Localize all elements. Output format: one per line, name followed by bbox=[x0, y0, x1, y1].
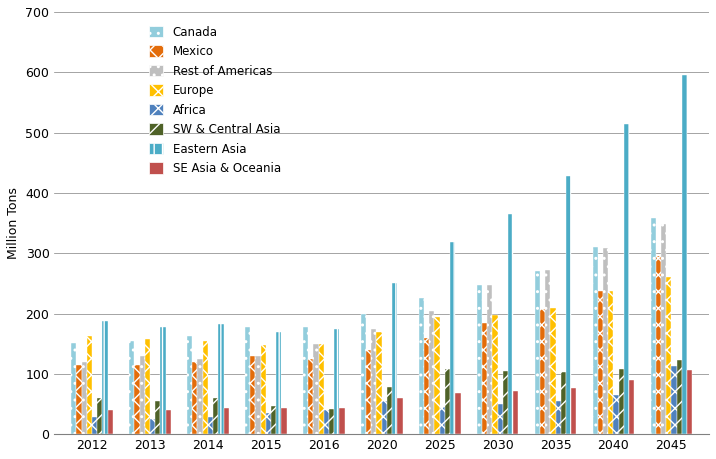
Bar bbox=[165, 410, 171, 434]
Bar bbox=[387, 387, 392, 434]
Bar bbox=[223, 408, 228, 434]
Bar bbox=[271, 406, 276, 434]
Bar bbox=[334, 329, 339, 434]
Bar bbox=[419, 298, 424, 434]
Bar bbox=[513, 391, 518, 434]
Bar bbox=[160, 327, 165, 434]
Bar bbox=[261, 345, 266, 434]
Bar bbox=[603, 248, 609, 434]
Bar bbox=[82, 362, 87, 434]
Bar bbox=[102, 321, 107, 434]
Bar bbox=[77, 365, 82, 434]
Bar bbox=[609, 291, 614, 434]
Bar bbox=[503, 371, 508, 434]
Bar bbox=[339, 408, 344, 434]
Bar bbox=[87, 336, 92, 434]
Bar bbox=[256, 356, 261, 434]
Bar bbox=[135, 365, 140, 434]
Bar bbox=[624, 123, 629, 434]
Bar bbox=[651, 218, 656, 434]
Bar bbox=[145, 339, 150, 434]
Legend: Canada, Mexico, Rest of Americas, Europe, Africa, SW & Central Asia, Eastern Asi: Canada, Mexico, Rest of Americas, Europe… bbox=[145, 22, 284, 179]
Bar bbox=[198, 359, 203, 434]
Bar bbox=[377, 332, 382, 434]
Bar bbox=[566, 176, 571, 434]
Bar bbox=[508, 214, 513, 434]
Bar bbox=[203, 341, 208, 434]
Bar bbox=[366, 350, 372, 434]
Bar bbox=[450, 242, 455, 434]
Bar bbox=[672, 366, 677, 434]
Bar bbox=[372, 329, 377, 434]
Bar bbox=[487, 285, 493, 434]
Bar bbox=[498, 404, 503, 434]
Bar bbox=[276, 332, 281, 434]
Bar bbox=[666, 277, 672, 434]
Bar bbox=[218, 325, 223, 434]
Bar bbox=[319, 344, 324, 434]
Bar bbox=[213, 398, 218, 434]
Bar bbox=[208, 417, 213, 434]
Bar bbox=[97, 398, 102, 434]
Bar bbox=[661, 224, 666, 434]
Bar bbox=[150, 419, 155, 434]
Bar bbox=[361, 313, 366, 434]
Bar bbox=[614, 395, 619, 434]
Bar bbox=[314, 344, 319, 434]
Bar bbox=[187, 336, 193, 434]
Bar bbox=[193, 362, 198, 434]
Bar bbox=[571, 388, 576, 434]
Bar bbox=[455, 393, 460, 434]
Bar bbox=[551, 308, 556, 434]
Bar bbox=[598, 291, 603, 434]
Bar bbox=[629, 380, 634, 434]
Bar bbox=[445, 369, 450, 434]
Bar bbox=[324, 410, 329, 434]
Bar bbox=[308, 359, 314, 434]
Bar bbox=[687, 369, 692, 434]
Bar bbox=[71, 342, 77, 434]
Bar bbox=[482, 323, 487, 434]
Bar bbox=[682, 75, 687, 434]
Bar bbox=[140, 356, 145, 434]
Bar bbox=[266, 413, 271, 434]
Bar bbox=[329, 409, 334, 434]
Bar bbox=[155, 401, 160, 434]
Bar bbox=[303, 327, 308, 434]
Bar bbox=[540, 309, 545, 434]
Bar bbox=[493, 315, 498, 434]
Bar bbox=[619, 369, 624, 434]
Bar bbox=[535, 271, 540, 434]
Bar bbox=[440, 407, 445, 434]
Bar bbox=[656, 256, 661, 434]
Bar bbox=[245, 327, 250, 434]
Bar bbox=[561, 372, 566, 434]
Bar bbox=[92, 417, 97, 434]
Bar bbox=[545, 270, 551, 434]
Bar bbox=[281, 408, 286, 434]
Y-axis label: Million Tons: Million Tons bbox=[7, 187, 20, 259]
Bar bbox=[107, 410, 113, 434]
Bar bbox=[435, 317, 440, 434]
Bar bbox=[129, 341, 135, 434]
Bar bbox=[477, 285, 482, 434]
Bar bbox=[382, 401, 387, 434]
Bar bbox=[556, 401, 561, 434]
Bar bbox=[429, 311, 435, 434]
Bar bbox=[677, 360, 682, 434]
Bar bbox=[593, 247, 598, 434]
Bar bbox=[424, 338, 429, 434]
Bar bbox=[392, 283, 397, 434]
Bar bbox=[397, 398, 402, 434]
Bar bbox=[250, 356, 256, 434]
